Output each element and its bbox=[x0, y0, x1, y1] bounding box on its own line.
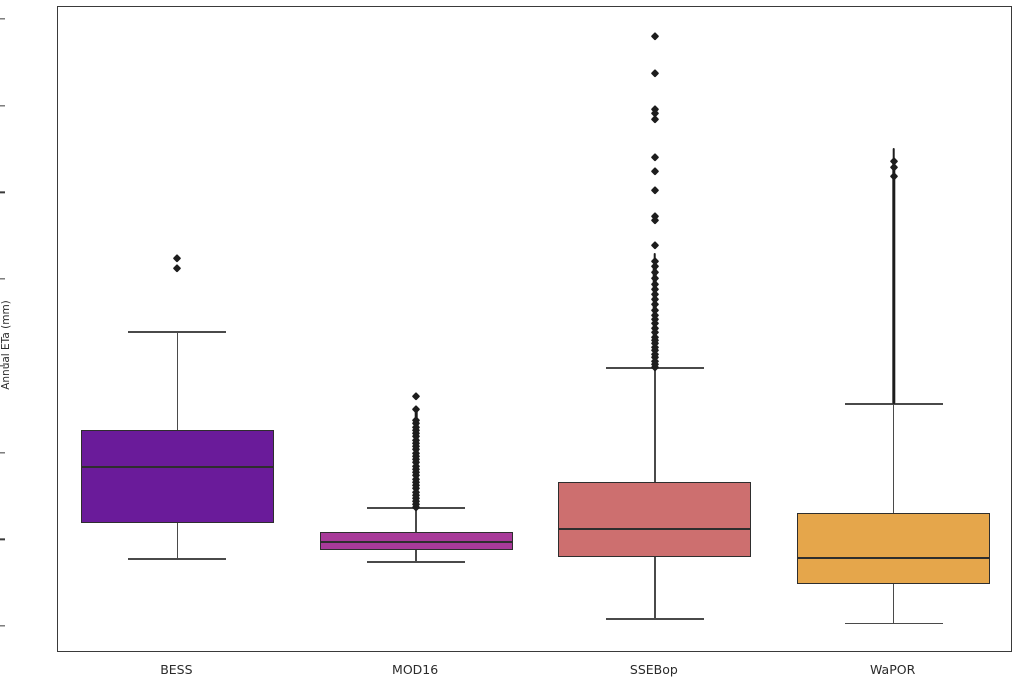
lower-whisker-cap bbox=[605, 618, 704, 621]
x-axis-tick-label: BESS bbox=[160, 662, 193, 677]
y-axis-tick-mark bbox=[0, 451, 5, 454]
x-axis-tick-label: MOD16 bbox=[392, 662, 439, 677]
iqr-box bbox=[319, 532, 513, 551]
x-axis-tick-label: SSEBop bbox=[629, 662, 678, 677]
y-axis-tick-mark bbox=[0, 105, 5, 107]
lower-whisker-line bbox=[654, 556, 656, 620]
median-line bbox=[319, 541, 513, 544]
upper-whisker-cap bbox=[128, 331, 227, 333]
upper-whisker-line bbox=[176, 332, 179, 430]
lower-whisker-line bbox=[176, 522, 179, 559]
median-line bbox=[797, 556, 991, 559]
plot-area bbox=[58, 7, 1011, 651]
upper-whisker-line bbox=[892, 403, 895, 514]
y-axis-title: Annual ETa (mm) bbox=[0, 300, 12, 390]
x-axis-tick-label: WaPOR bbox=[869, 662, 916, 677]
boxplot-ssebop bbox=[58, 7, 1011, 651]
outlier-point bbox=[889, 163, 898, 172]
upper-whisker-cap bbox=[844, 402, 943, 405]
lower-whisker-cap bbox=[128, 558, 227, 560]
boxplot-mod16 bbox=[58, 7, 1011, 651]
upper-whisker-line bbox=[654, 368, 656, 482]
lower-whisker-line bbox=[415, 550, 417, 562]
outlier-point bbox=[889, 172, 898, 181]
iqr-box bbox=[797, 513, 991, 584]
lower-whisker-cap bbox=[844, 622, 943, 625]
lower-whisker-line bbox=[892, 583, 895, 624]
outlier-cluster bbox=[891, 162, 896, 404]
lower-whisker-cap bbox=[367, 561, 466, 563]
y-axis-tick-mark bbox=[0, 278, 5, 280]
median-line bbox=[80, 465, 274, 468]
y-axis-tick-mark bbox=[0, 18, 5, 20]
plot-frame bbox=[57, 6, 1012, 652]
outlier-cluster-tail bbox=[892, 148, 895, 165]
iqr-box bbox=[558, 481, 752, 557]
y-axis-tick-mark bbox=[0, 365, 5, 367]
y-axis-tick-mark bbox=[0, 538, 5, 540]
iqr-box bbox=[80, 429, 274, 523]
y-axis-tick-mark bbox=[0, 625, 5, 627]
y-axis-tick-mark bbox=[0, 191, 5, 194]
y-axis: Annual ETa (mm) 020040060080010001200140… bbox=[0, 0, 57, 690]
boxplot-bess bbox=[58, 7, 1011, 651]
upper-whisker-line bbox=[415, 508, 417, 533]
boxplot-wapor bbox=[58, 7, 1011, 651]
median-line bbox=[558, 527, 752, 530]
